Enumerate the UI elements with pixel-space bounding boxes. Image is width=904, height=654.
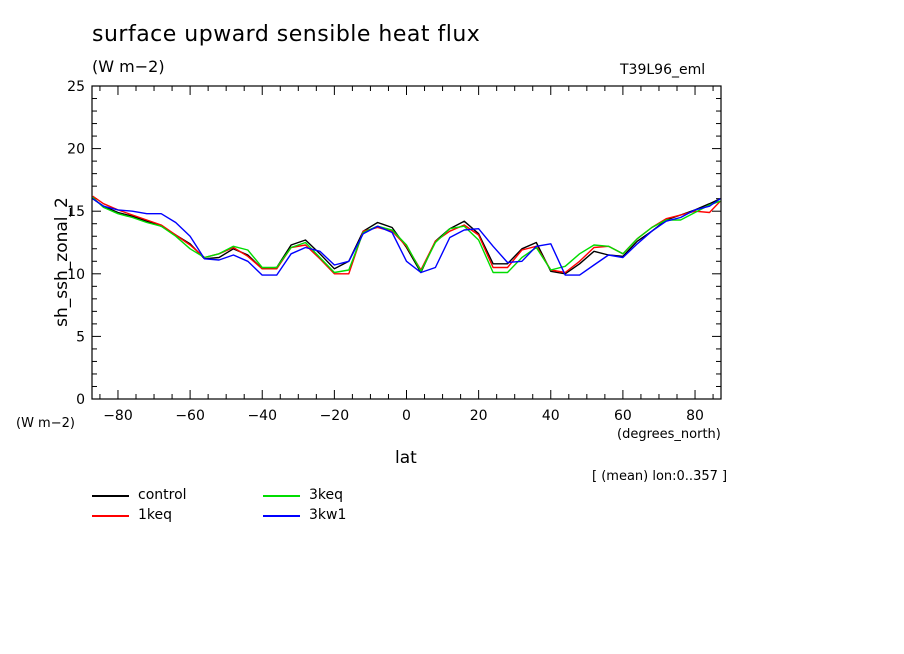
x-tick-label: −80: [103, 408, 133, 424]
x-tick-label: 40: [542, 408, 560, 424]
legend-label-3keq: 3keq: [309, 487, 344, 503]
chart-title: surface upward sensible heat flux: [92, 22, 481, 47]
series-line-control: [92, 198, 721, 275]
y-tick-label: 20: [67, 142, 85, 158]
series-line-3kw1: [92, 198, 721, 276]
y-tick-label: 25: [67, 79, 85, 95]
legend-swatch-control: [92, 495, 129, 497]
x-tick-label: 20: [470, 408, 488, 424]
y-axis-label: sh_ssh_zonal_2: [52, 197, 72, 327]
legend-label-control: control: [138, 487, 187, 503]
legend-label-1keq: 1keq: [138, 507, 173, 523]
legend-label-3kw1: 3kw1: [309, 507, 347, 523]
legend-swatch-3keq: [263, 495, 300, 497]
x-axis-units: (degrees_north): [617, 427, 721, 442]
y-tick-label: 5: [76, 329, 85, 345]
x-tick-label: 80: [686, 408, 704, 424]
chart-units-subtitle: (W m−2): [92, 57, 165, 76]
y-tick-label: 15: [67, 204, 85, 220]
x-tick-label: 60: [614, 408, 632, 424]
tick-labels: −80 −60 −40 −20 0 20 40 60 80 0 5 10 15 20 25: [67, 79, 704, 424]
legend-swatch-3kw1: [263, 515, 300, 517]
axis-ticks: [92, 85, 721, 400]
y-tick-label: 10: [67, 267, 85, 283]
legend-swatch-1keq: [92, 515, 129, 517]
y-axis-units: (W m−2): [16, 416, 75, 431]
x-tick-label: −60: [175, 408, 205, 424]
x-tick-label: 0: [402, 408, 411, 424]
series-line-3keq: [92, 196, 721, 274]
experiment-label: T39L96_eml: [620, 62, 706, 78]
averaging-note: [ (mean) lon:0..357 ]: [592, 469, 728, 484]
plot-frame: [91, 85, 722, 400]
x-axis-label: lat: [395, 448, 417, 468]
x-tick-label: −20: [320, 408, 350, 424]
y-tick-label: 0: [76, 392, 85, 408]
series-lines: [92, 195, 721, 276]
x-tick-label: −40: [247, 408, 277, 424]
